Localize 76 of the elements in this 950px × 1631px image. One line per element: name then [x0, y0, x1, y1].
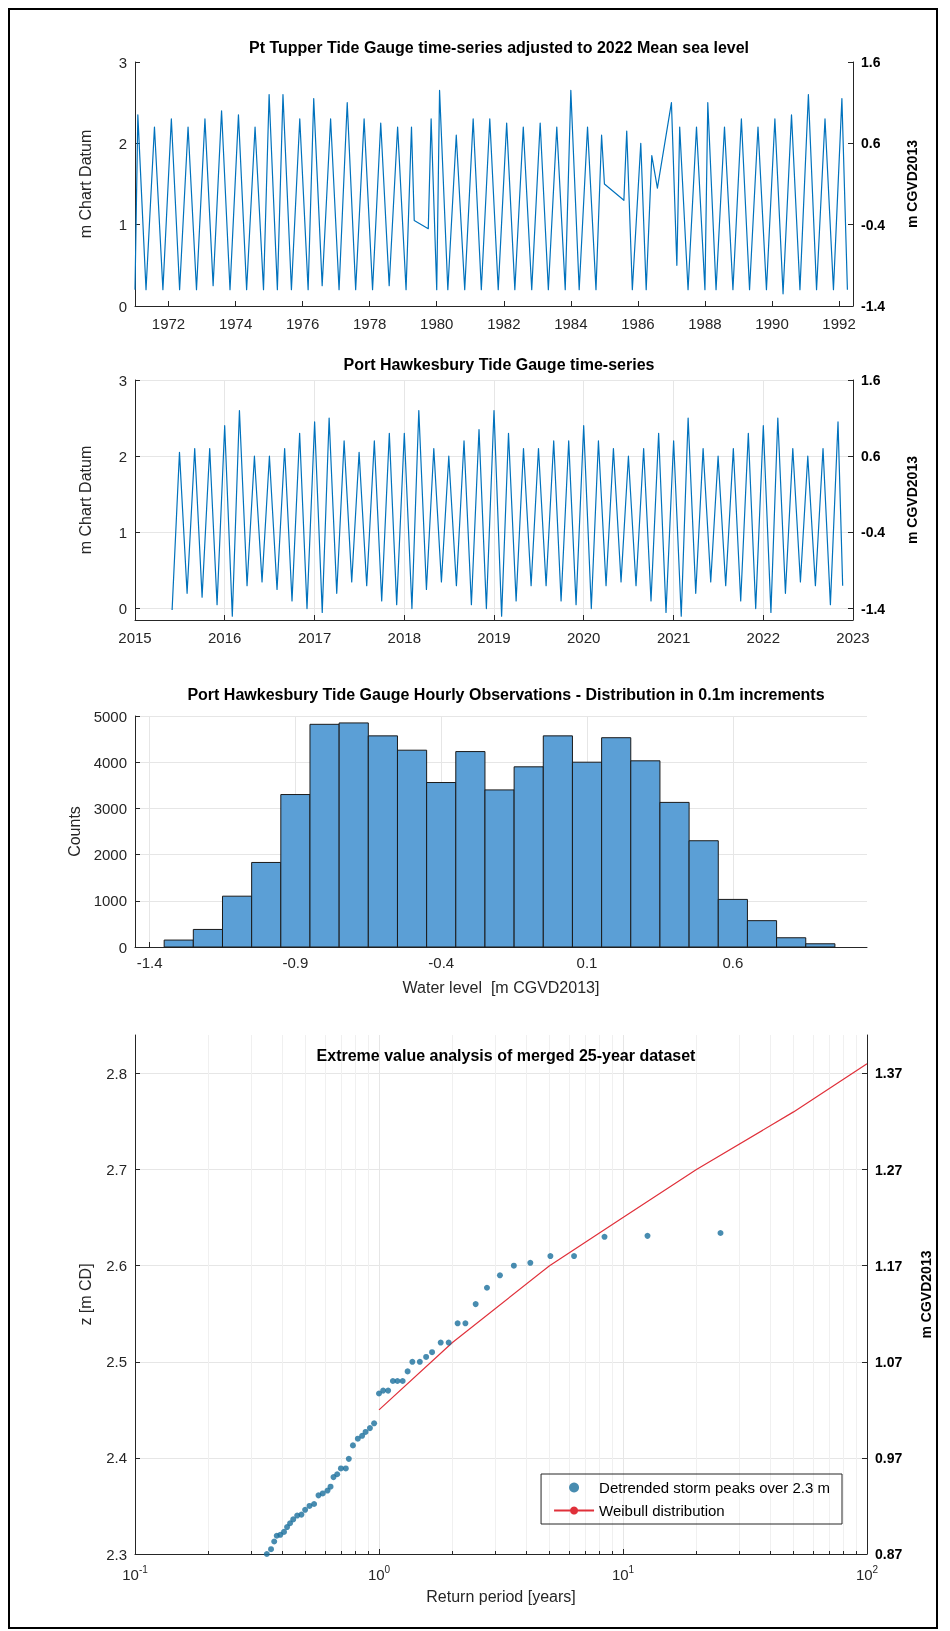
y-axis-title: Counts — [66, 806, 84, 857]
x-tick-label: 2021 — [656, 629, 691, 646]
x-tick-label: 1992 — [822, 315, 856, 332]
x-tick-label: 2015 — [118, 629, 152, 646]
x-tick-label: 0.6 — [722, 954, 744, 971]
y-tick-label: 0 — [118, 600, 127, 618]
y-tick-label: 2000 — [93, 846, 127, 864]
x-tick-label: 1980 — [420, 315, 454, 332]
y-axis-title: m Chart Datum — [76, 445, 94, 555]
x-tick-label: 2020 — [567, 629, 601, 646]
y-tick-label: 3000 — [93, 799, 127, 817]
x-tick-label: -0.4 — [428, 954, 455, 971]
line-series — [171, 409, 844, 617]
y2-tick-label: 1.27 — [875, 1161, 903, 1178]
y-tick-label: 5000 — [93, 707, 127, 725]
y2-tick-label: -1.4 — [861, 298, 886, 314]
y-tick-label: 4000 — [93, 753, 127, 771]
x-tick-label: 2017 — [297, 629, 332, 646]
y2-tick-label: 0.6 — [861, 135, 881, 152]
y2-tick-label: -0.4 — [861, 524, 886, 541]
x-tick-label: 1972 — [151, 315, 186, 332]
y-tick-label: 2.7 — [106, 1161, 127, 1179]
y-tick-label: 0 — [118, 938, 127, 956]
y-tick-label: 2 — [118, 134, 127, 152]
y2-tick-label: 1.37 — [875, 1065, 903, 1082]
x-tick-label: 1974 — [218, 315, 253, 332]
y2-axis-title: m CGVD2013 — [904, 139, 920, 228]
x-tick-label: 1976 — [285, 315, 320, 332]
y2-tick-label: 0.6 — [861, 448, 881, 465]
y-tick-label: 1 — [118, 216, 127, 234]
chart-title: Port Hawkesbury Tide Gauge time-series — [343, 355, 655, 373]
y2-tick-label: 1.07 — [875, 1353, 903, 1370]
x-tick-label: 1986 — [621, 315, 655, 332]
y-tick-label: 3 — [118, 371, 127, 389]
x-tick-label: 2023 — [836, 629, 870, 646]
y-tick-label: 1 — [118, 523, 127, 541]
y-tick-label: 2.5 — [106, 1353, 127, 1371]
x-tick-label: 1984 — [554, 315, 588, 332]
x-axis-title: Return period [years] — [426, 1587, 576, 1605]
x-tick-label: 2019 — [477, 629, 511, 646]
legend-label: Weibull distribution — [599, 1502, 725, 1519]
y2-tick-label: -0.4 — [861, 216, 886, 233]
x-tick-label: 2022 — [746, 629, 780, 646]
x-tick-label: -0.9 — [282, 954, 309, 971]
x-tick-label: -1.4 — [136, 954, 163, 971]
y2-tick-label: 0.97 — [875, 1449, 903, 1466]
x-tick-label: 1982 — [487, 315, 521, 332]
y2-tick-label: 1.6 — [861, 372, 881, 388]
y-tick-label: 2 — [118, 447, 127, 465]
y-tick-label: 1000 — [93, 892, 127, 910]
x-tick-label: 1988 — [688, 315, 722, 332]
x-tick-label: 2016 — [208, 629, 242, 646]
legend-label: Detrended storm peaks over 2.3 m — [599, 1479, 831, 1496]
y2-axis-title: m CGVD2013 — [918, 1250, 934, 1339]
text: Extreme value analysis of merged 25-year dataset — [316, 1046, 697, 1064]
y-tick-label: 2.3 — [106, 1545, 127, 1563]
chart-title: Port Hawkesbury Tide Gauge Hourly Observations - Distribution in 0.1m increments — [187, 685, 825, 703]
y-tick-label: 2.6 — [106, 1257, 127, 1275]
x-tick-label: 1978 — [353, 315, 387, 332]
line-series — [134, 89, 848, 295]
x-tick-label: 2018 — [387, 629, 421, 646]
chart-title: Pt Tupper Tide Gauge time-series adjusted to 2022 Mean sea level — [248, 38, 750, 56]
x-tick-label: 1990 — [755, 315, 789, 332]
y2-tick-label: 1.17 — [875, 1257, 903, 1274]
y2-tick-label: -1.4 — [861, 600, 886, 617]
y2-axis-title: m CGVD2013 — [904, 455, 920, 544]
y2-tick-label: 0.87 — [875, 1546, 903, 1562]
y-tick-label: 3 — [118, 53, 127, 71]
y-axis-title: m Chart Datum — [76, 129, 94, 239]
y-tick-label: 2.4 — [106, 1449, 127, 1467]
y-axis-title: z [m CD] — [76, 1263, 94, 1326]
x-tick-label: 0.1 — [576, 954, 598, 971]
y2-tick-label: 1.6 — [861, 54, 881, 70]
y-tick-label: 0 — [118, 297, 127, 315]
x-axis-title: Water level [m CGVD2013] — [402, 978, 600, 996]
y-tick-label: 2.8 — [106, 1064, 127, 1082]
